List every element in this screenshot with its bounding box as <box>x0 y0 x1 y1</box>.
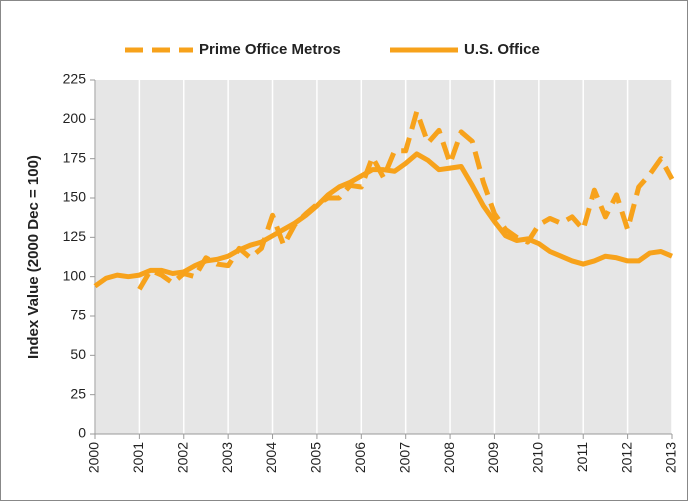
x-tick-label: 2004 <box>263 442 279 473</box>
y-tick-label: 150 <box>63 189 87 205</box>
x-tick-label: 2011 <box>574 442 590 472</box>
y-tick-label: 225 <box>63 71 87 87</box>
plot-area <box>95 80 672 434</box>
y-tick-label: 75 <box>70 307 86 323</box>
x-tick-label: 2009 <box>485 442 501 473</box>
x-tick-label: 2005 <box>308 442 324 473</box>
x-tick-label: 2003 <box>219 442 235 473</box>
x-tick-label: 2006 <box>352 442 368 473</box>
legend-label: U.S. Office <box>464 41 540 58</box>
x-tick-label: 2013 <box>663 442 679 473</box>
y-tick-label: 125 <box>63 228 87 244</box>
x-tick-label: 2002 <box>174 442 190 473</box>
x-tick-label: 2000 <box>86 442 102 473</box>
y-tick-label: 175 <box>63 149 87 165</box>
legend-label: Prime Office Metros <box>199 41 341 58</box>
series-line <box>137 108 675 291</box>
y-axis-label: Index Value (2000 Dec = 100) <box>25 155 42 359</box>
y-tick-label: 200 <box>63 110 87 126</box>
x-tick-label: 2008 <box>441 442 457 473</box>
y-tick-label: 50 <box>70 346 86 362</box>
x-tick-label: 2007 <box>396 442 412 473</box>
x-tick-label: 2010 <box>530 442 546 473</box>
y-tick-label: 25 <box>70 385 86 401</box>
y-tick-label: 0 <box>78 425 86 441</box>
x-tick-label: 2012 <box>618 442 634 473</box>
x-tick-label: 2001 <box>130 442 146 473</box>
y-tick-label: 100 <box>63 267 87 283</box>
series-line <box>93 151 673 289</box>
